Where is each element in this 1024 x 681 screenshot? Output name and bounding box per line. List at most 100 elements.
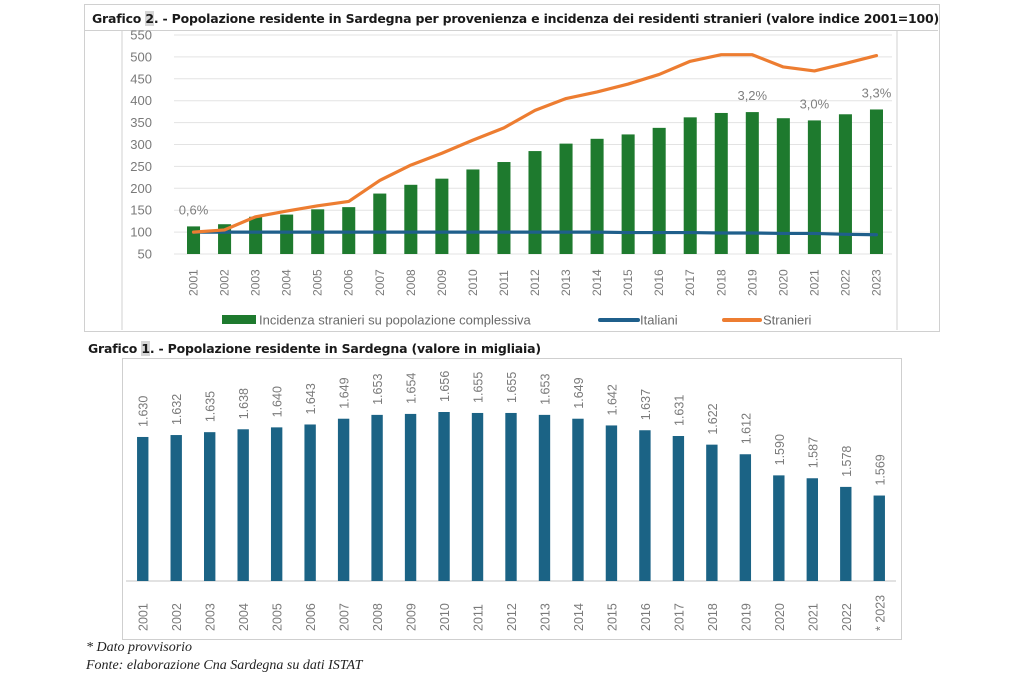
chart2-bar [373, 193, 387, 254]
chart1-title-text: . - Popolazione residente in Sardegna (v… [149, 341, 541, 356]
chart2-bar [807, 120, 821, 254]
legend-swatch-incidenza [222, 315, 256, 324]
chart1-bar [806, 478, 818, 581]
chart2-xtick-label: 2017 [683, 269, 697, 296]
chart2-bar [621, 134, 635, 254]
chart1-bar [873, 495, 885, 581]
chart1-xtick-label: 2001 [137, 603, 151, 631]
chart1-data-label: 1.649 [338, 377, 352, 408]
chart1-data-label: 1.578 [840, 446, 854, 477]
chart1-data-label: 1.622 [706, 403, 720, 434]
chart1-bar [773, 475, 785, 581]
chart2-xtick-label: 2013 [559, 269, 573, 296]
chart1-xtick-label: 2014 [572, 603, 586, 631]
chart1-data-label: 1.637 [639, 389, 653, 420]
chart2-xtick-label: 2016 [652, 269, 666, 296]
chart1-data-label: 1.630 [137, 396, 151, 427]
chart1-xtick-label: 2019 [739, 603, 753, 631]
footnote-provisional: * Dato provvisorio [86, 640, 193, 655]
chart2-frame [84, 4, 940, 332]
chart1-xtick-label: 2009 [405, 603, 419, 631]
chart1-data-label: 1.632 [170, 394, 184, 425]
chart1-bar [337, 418, 350, 581]
chart2-bar [559, 143, 573, 254]
chart2-xtick-label: 2022 [838, 269, 852, 296]
chart1-xtick-label: 2020 [773, 603, 787, 631]
chart2-ytick-label: 450 [130, 71, 152, 86]
chart1-xtick-label: 2018 [706, 603, 720, 631]
chart1-xtick-label: 2004 [237, 603, 251, 631]
chart2-ytick-label: 150 [130, 203, 152, 218]
chart1-xtick-label: 2002 [170, 603, 184, 631]
chart2-xtick-label: 2004 [280, 269, 294, 296]
chart1-xtick-label: 2012 [505, 603, 519, 631]
chart1-xtick-label: 2007 [338, 603, 352, 631]
chart2-bar [249, 216, 263, 254]
chart1-xtick-label: 2021 [806, 603, 820, 631]
chart1-data-label: 1.655 [505, 372, 519, 403]
chart1-data-label: 1.631 [672, 395, 686, 426]
chart1-bar [471, 412, 484, 581]
chart2-bar [466, 169, 480, 254]
chart2-data-label: 3,3% [862, 85, 892, 100]
chart2-xtick-label: 2011 [497, 270, 511, 296]
chart2-data-label: 3,0% [800, 96, 830, 111]
chart2-ytick-label: 550 [130, 28, 152, 43]
chart1-data-label: 1.612 [739, 413, 753, 444]
chart2-bar [528, 151, 542, 254]
chart2-title-divider [84, 30, 938, 31]
chart2-bar [652, 127, 666, 254]
legend-label-stranieri: Stranieri [763, 313, 812, 328]
chart2-ytick-label: 500 [130, 49, 152, 64]
chart1-data-label: 1.656 [438, 371, 452, 402]
chart1-bar [204, 432, 216, 581]
chart2-ytick-label: 350 [130, 115, 152, 130]
chart1-xtick-label: 2011 [472, 604, 486, 631]
chart1-xtick-label: * 2023 [873, 595, 887, 631]
chart2-title-text: . - Popolazione residente in Sardegna pe… [153, 11, 939, 26]
chart1-bar [371, 414, 383, 581]
chart2-line-italiani [191, 230, 879, 237]
chart1-xtick-label: 2015 [605, 603, 619, 631]
chart1-data-label: 1.653 [538, 374, 552, 405]
chart2-bar [435, 178, 449, 254]
chart1-data-label: 1.635 [204, 391, 218, 422]
chart2-data-label: 0,6% [179, 202, 209, 217]
chart2-xtick-label: 2007 [373, 269, 387, 296]
chart1-bar [572, 418, 584, 581]
chart2-xtick-label: 2009 [435, 269, 449, 296]
chart2-bar [683, 117, 697, 255]
chart1-bar [270, 427, 283, 581]
chart1-bar [237, 429, 249, 581]
chart1-title: Grafico 1. - Popolazione residente in Sa… [88, 341, 541, 356]
chart2-xtick-label: 2023 [869, 269, 883, 296]
chart1-bar [404, 413, 417, 581]
chart2-xtick-label: 2005 [311, 269, 325, 296]
chart2-bar [497, 162, 511, 254]
legend-label-italiani: Italiani [640, 313, 678, 328]
chart1-bar [605, 425, 618, 581]
chart1-bar [137, 436, 149, 581]
chart2-ytick-label: 250 [130, 159, 152, 174]
chart2-xtick-label: 2001 [187, 269, 201, 296]
chart2-bar [869, 109, 883, 255]
chart2-ytick-label: 50 [138, 247, 152, 262]
chart1-data-label: 1.590 [773, 434, 787, 465]
chart2-xtick-label: 2006 [342, 269, 356, 296]
chart2-ytick-label: 100 [130, 225, 152, 240]
chart1-title-prefix: Grafico [88, 341, 142, 356]
chart1-xtick-label: 2005 [271, 603, 285, 631]
chart1-data-label: 1.643 [304, 383, 318, 414]
chart1-bar [840, 486, 852, 581]
chart1-data-label: 1.655 [472, 372, 486, 403]
chart1-bar [672, 436, 685, 581]
chart1-xtick-label: 2013 [538, 603, 552, 631]
chart2-line-stranieri [191, 53, 879, 234]
chart2-xtick-label: 2015 [621, 269, 635, 296]
chart1-data-label: 1.569 [873, 454, 887, 485]
chart2-title: Grafico 2. - Popolazione residente in Sa… [92, 11, 939, 26]
chart2-bar [714, 112, 728, 255]
chart2-xtick-label: 2002 [218, 269, 232, 296]
chart1-data-label: 1.653 [371, 374, 385, 405]
chart2-data-label: 3,2% [737, 88, 767, 103]
